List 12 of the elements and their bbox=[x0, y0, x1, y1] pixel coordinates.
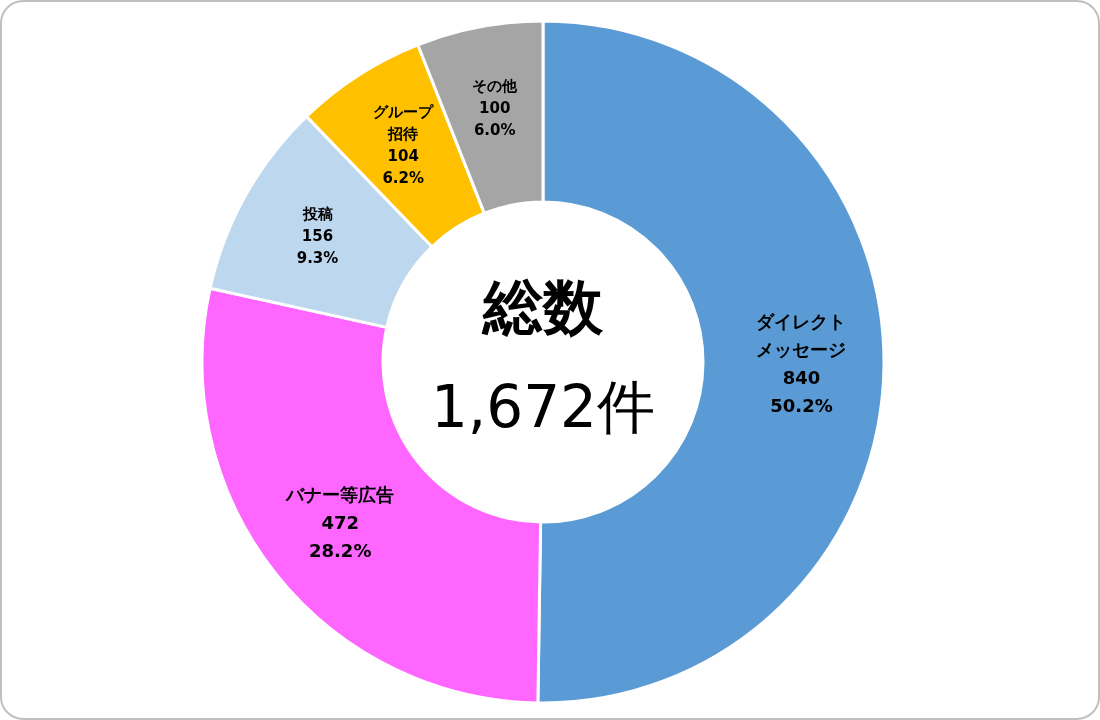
text: 総数 bbox=[481, 272, 604, 342]
data-label: 472 28.2% bbox=[308, 511, 372, 561]
slice-label: バナー等広告 bbox=[285, 483, 395, 505]
slice-label: 投稿 bbox=[301, 204, 333, 223]
slice-label: その他 bbox=[472, 77, 519, 96]
text: 1,672件 bbox=[430, 373, 656, 441]
data-label: 156 9.3% bbox=[296, 226, 339, 267]
slice-label: ダイレクトメッセージ bbox=[756, 311, 847, 361]
data-label: 840 50.2% bbox=[770, 367, 833, 417]
data-label: 104 6.2% bbox=[382, 146, 425, 187]
slice-label: グループ招待 bbox=[373, 102, 435, 143]
data-label: 100 6.0% bbox=[473, 99, 516, 140]
